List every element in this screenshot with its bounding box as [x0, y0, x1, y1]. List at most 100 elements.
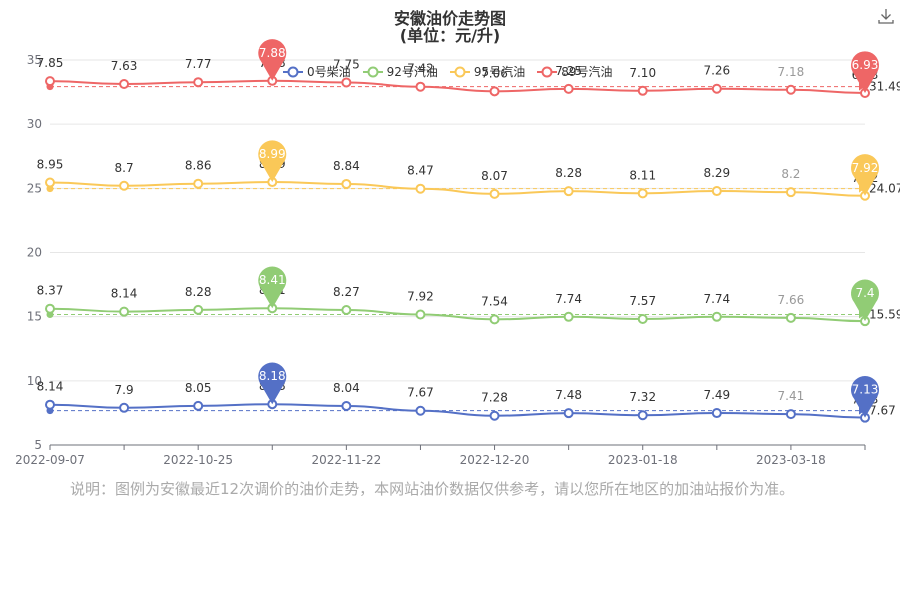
data-point [193, 77, 204, 88]
y-tick-label: 30 [27, 117, 42, 131]
data-label: 8.28 [555, 166, 582, 180]
y-tick-label: 25 [27, 181, 42, 195]
y-tick-label: 15 [27, 310, 42, 324]
data-label: 8.29 [703, 166, 730, 180]
data-label: 7.41 [778, 389, 805, 403]
min-marker-shape [851, 376, 879, 418]
data-label: 7.77 [185, 57, 212, 71]
data-label: 7.74 [555, 292, 582, 306]
data-label: 7.66 [778, 293, 805, 307]
data-point [119, 180, 130, 191]
chart-title: 安徽油价走势图 [393, 9, 506, 28]
data-label: 7.25 [555, 64, 582, 78]
data-point [193, 178, 204, 189]
data-point [637, 313, 648, 324]
legend-item[interactable]: 89号汽油 [537, 63, 612, 80]
data-point [563, 186, 574, 197]
data-point [785, 187, 796, 198]
x-tick-label: 2022-12-20 [460, 453, 530, 467]
series-line-3 [49, 79, 866, 94]
data-point [119, 402, 130, 413]
data-label: 8.28 [185, 285, 212, 299]
data-point [563, 311, 574, 322]
legend-symbol [537, 66, 558, 77]
min-marker-shape [851, 279, 879, 322]
data-point [563, 83, 574, 94]
data-label: 8.27 [333, 285, 360, 299]
min-marker-shape [851, 154, 879, 196]
min-marker-label: 7.92 [852, 161, 879, 175]
data-point [119, 306, 130, 317]
data-label: 8.14 [37, 380, 64, 394]
average-value-label: 24.07 [869, 182, 900, 196]
data-label: 8.14 [111, 287, 138, 301]
data-label: 7.85 [37, 56, 64, 70]
data-label: 7.63 [111, 59, 138, 73]
download-icon[interactable] [876, 6, 896, 26]
max-marker-label: 8.18 [259, 369, 286, 383]
max-marker-label: 7.88 [259, 46, 286, 60]
data-point [711, 311, 722, 322]
x-tick-label: 2022-09-07 [15, 453, 85, 467]
legend-symbol [362, 66, 383, 77]
data-label: 8.37 [37, 284, 64, 298]
legend-symbol [283, 66, 303, 77]
data-point [45, 399, 55, 410]
y-tick-label: 35 [27, 53, 42, 67]
data-label: 8.86 [185, 159, 212, 173]
data-point [193, 400, 204, 411]
data-label: 8.95 [37, 158, 64, 172]
data-label: 7.49 [703, 388, 730, 402]
data-label: 7.32 [629, 390, 656, 404]
legend-item[interactable]: 0号柴油 [283, 63, 351, 80]
max-marker: 8.18 [258, 362, 287, 405]
min-marker-shape [851, 51, 880, 93]
x-tick-label: 2022-10-25 [163, 453, 233, 467]
data-point [711, 408, 722, 419]
series-line-1 [49, 307, 866, 323]
data-point [45, 303, 55, 314]
data-label: 7.57 [629, 294, 656, 308]
max-marker-shape [258, 362, 287, 405]
min-marker: 6.93 [851, 51, 880, 93]
data-point [637, 85, 648, 96]
data-point [193, 304, 204, 315]
data-label: 7.92 [407, 289, 434, 303]
data-label: 7.75 [333, 57, 360, 71]
average-value-label: 7.67 [869, 404, 896, 418]
chart-note: 说明：图例为安徽最近12次调价的油价走势，本网站油价数据仅供参考，请以您所在地区… [70, 480, 795, 498]
data-point [489, 314, 500, 325]
y-tick-label: 10 [27, 374, 42, 388]
data-point [415, 183, 426, 194]
data-label: 7.26 [703, 64, 730, 78]
data-label: 7.74 [703, 292, 730, 306]
max-marker: 7.88 [258, 39, 287, 81]
x-tick-label: 2022-11-22 [311, 453, 381, 467]
legend-label: 92号汽油 [386, 65, 438, 79]
data-label: 8.07 [481, 169, 508, 183]
data-label: 7.67 [407, 386, 434, 400]
min-marker-label: 6.93 [852, 58, 879, 72]
legend-item[interactable]: 95号汽油 [449, 63, 525, 80]
data-label: 7.54 [481, 294, 508, 308]
data-point [785, 84, 796, 95]
legend-item[interactable]: 92号汽油 [362, 63, 438, 80]
average-value-label: 31.49 [869, 80, 900, 94]
data-point [489, 86, 500, 97]
x-tick-label: 2023-01-18 [608, 453, 678, 467]
data-point [341, 304, 352, 315]
data-label: 8.11 [629, 168, 656, 182]
min-marker: 7.92 [851, 154, 879, 196]
data-point [637, 188, 648, 199]
legend: 0号柴油 92号汽油 95号汽油 89号汽油 [283, 63, 612, 80]
data-point [489, 410, 500, 421]
min-marker-label: 7.13 [852, 383, 879, 397]
data-label: 8.84 [333, 159, 360, 173]
legend-label: 89号汽油 [561, 65, 613, 79]
max-marker-label: 8.99 [259, 147, 286, 161]
data-label: 7.28 [481, 391, 508, 405]
data-label: 7.48 [555, 388, 582, 402]
data-point [341, 178, 352, 189]
min-marker: 7.4 [851, 279, 879, 322]
